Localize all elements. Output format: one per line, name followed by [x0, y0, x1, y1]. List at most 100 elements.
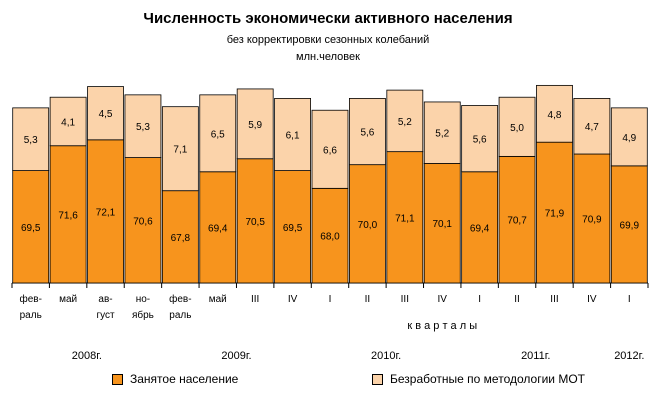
data-label-employed: 69,9 — [620, 220, 640, 231]
bar-employed — [87, 139, 124, 284]
x-tick-label: IV — [438, 294, 448, 305]
data-label-unemployed: 5,0 — [510, 123, 524, 134]
data-label-unemployed: 5,6 — [473, 135, 487, 146]
data-label-employed: 69,4 — [208, 223, 228, 234]
bar-unemployed — [610, 107, 648, 167]
legend-swatch-employed — [112, 373, 123, 385]
bar-employed — [536, 141, 573, 284]
quarters-label: к в а р т а л ы — [407, 320, 477, 332]
bar-employed — [311, 187, 349, 284]
data-label-employed: 69,5 — [21, 223, 41, 234]
bar-employed — [386, 151, 424, 284]
bar-unemployed — [498, 96, 536, 157]
data-label-employed: 71,6 — [58, 210, 78, 221]
x-tick-label: фев- — [19, 293, 41, 305]
bar-employed — [573, 153, 611, 284]
legend-swatch-unemployed — [372, 373, 383, 385]
data-label-employed: 69,5 — [283, 223, 303, 234]
x-tick-label: II — [514, 294, 520, 305]
chart-units: млн.человек — [296, 51, 360, 63]
data-label-employed: 71,1 — [395, 213, 415, 224]
data-label-employed: 67,8 — [171, 233, 191, 244]
data-label-employed: 71,9 — [545, 209, 565, 220]
x-tick-label: III — [550, 294, 558, 305]
x-tick-label: III — [401, 294, 409, 305]
x-tick-label: IV — [288, 294, 298, 305]
data-label-employed: 70,1 — [433, 219, 453, 230]
data-label-employed: 70,5 — [245, 217, 265, 228]
bar-employed — [349, 164, 386, 284]
bar-unemployed — [311, 109, 349, 189]
bar-unemployed — [49, 96, 87, 147]
legend-label-employed: Занятое население — [130, 372, 239, 386]
data-label-unemployed: 6,5 — [211, 129, 225, 140]
x-tick-label: фев- — [169, 293, 191, 305]
bar-employed — [498, 155, 536, 284]
data-label-employed: 70,7 — [507, 216, 527, 227]
legend-label-unemployed: Безработные по методологии МОТ — [390, 372, 585, 386]
year-label: 2012г. — [614, 350, 644, 362]
bar-unemployed — [274, 98, 311, 171]
bar-employed — [274, 170, 311, 284]
data-label-employed: 72,1 — [96, 207, 116, 218]
bar-unemployed — [199, 94, 237, 173]
bar-unemployed — [87, 86, 124, 141]
data-label-employed: 70,6 — [133, 216, 153, 227]
x-tick-label: май — [209, 294, 227, 305]
data-label-unemployed: 4,5 — [99, 109, 113, 120]
data-label-employed: 70,9 — [582, 215, 602, 226]
bar-unemployed — [12, 107, 50, 171]
x-tick-label: раль — [20, 310, 42, 321]
year-label: 2009г. — [221, 350, 251, 362]
bar-unemployed — [536, 84, 573, 143]
x-tick-label: I — [478, 294, 481, 305]
bar-employed — [161, 190, 199, 284]
x-tick-label: III — [251, 294, 259, 305]
bar-employed — [236, 158, 274, 284]
chart-title: Численность экономически активного насел… — [143, 10, 513, 27]
data-label-unemployed: 5,3 — [24, 135, 38, 146]
data-label-unemployed: 5,2 — [398, 117, 412, 128]
data-label-employed: 70,0 — [358, 220, 378, 231]
x-tick-label: но- — [136, 294, 150, 305]
x-tick-label: май — [59, 294, 77, 305]
bar-employed — [124, 157, 162, 284]
year-label: 2008г. — [72, 350, 102, 362]
x-tick-label: раль — [169, 310, 191, 321]
bar-unemployed — [386, 89, 424, 153]
data-label-unemployed: 4,7 — [585, 122, 599, 133]
bar-unemployed — [423, 101, 461, 164]
bar-unemployed — [124, 94, 162, 158]
bar-unemployed — [236, 88, 274, 160]
data-label-unemployed: 7,1 — [173, 145, 187, 156]
data-label-unemployed: 5,3 — [136, 122, 150, 133]
x-tick-label: II — [365, 294, 371, 305]
data-label-unemployed: 4,1 — [61, 117, 75, 128]
bar-unemployed — [349, 98, 386, 166]
bar-unemployed — [573, 98, 611, 155]
x-tick-label: густ — [96, 310, 115, 321]
x-tick-label: I — [329, 294, 332, 305]
legend-item-employed: Занятое население — [112, 372, 238, 386]
bar-employed — [461, 171, 499, 284]
data-label-employed: 69,4 — [470, 223, 490, 234]
data-label-unemployed: 4,9 — [622, 133, 636, 144]
bar-employed — [610, 165, 648, 284]
bar-unemployed — [461, 105, 499, 173]
year-label: 2011г. — [521, 350, 550, 362]
bar-unemployed — [161, 106, 199, 192]
data-label-unemployed: 4,8 — [548, 110, 562, 121]
data-label-employed: 68,0 — [320, 232, 340, 243]
x-tick-label: IV — [587, 294, 597, 305]
data-label-unemployed: 5,6 — [360, 128, 374, 139]
x-tick-label: ав- — [98, 294, 112, 305]
data-label-unemployed: 5,9 — [248, 120, 262, 131]
legend-item-unemployed: Безработные по методологии МОТ — [372, 372, 585, 386]
x-tick-label: ябрь — [132, 309, 154, 321]
data-label-unemployed: 6,1 — [286, 130, 300, 141]
bar-employed — [12, 170, 50, 284]
year-label: 2010г. — [371, 350, 401, 362]
data-label-unemployed: 6,6 — [323, 145, 337, 156]
chart-subtitle: без корректировки сезонных колебаний — [226, 34, 430, 46]
